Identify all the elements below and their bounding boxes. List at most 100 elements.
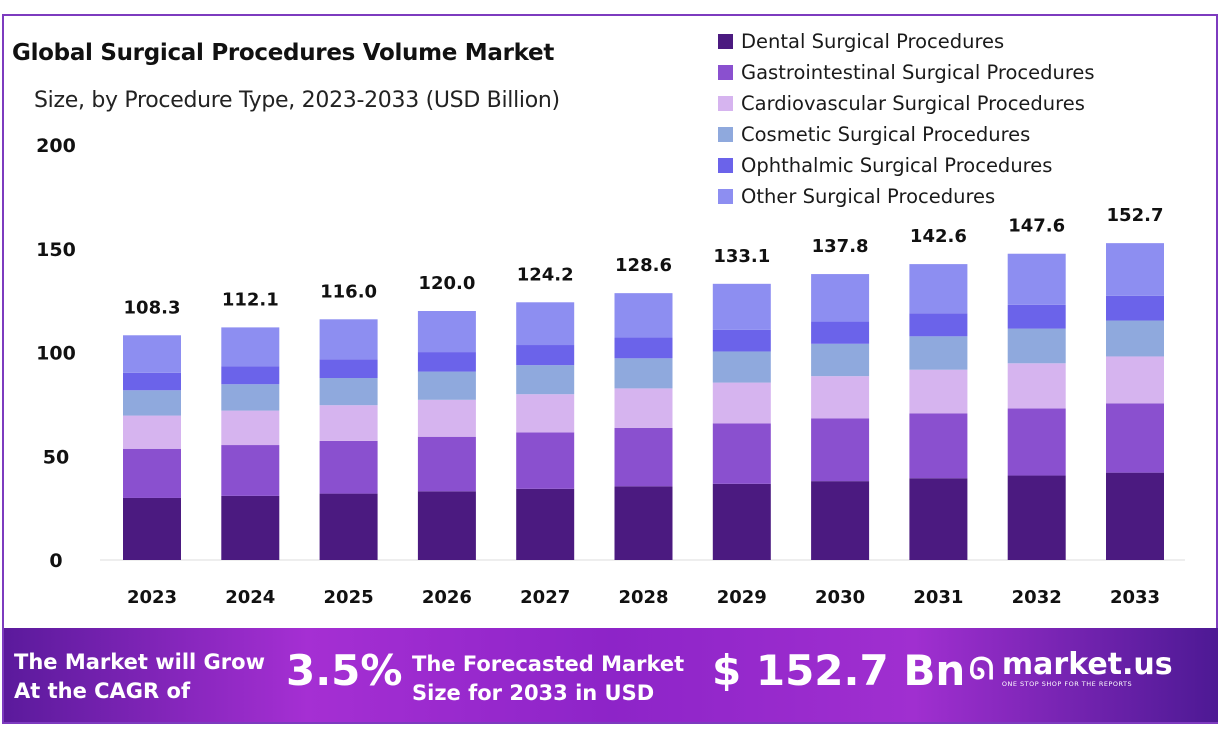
bar-segment-gastrointestinal [1106,403,1164,473]
bar-segment-dental [811,481,870,560]
bar-segment-ophthalmic [811,321,870,344]
bar-segment-gastrointestinal [516,432,575,489]
bar-total-label: 108.3 [124,297,181,318]
x-tick-label: 2031 [913,587,963,608]
legend-swatch [718,96,733,111]
bar-total-label: 120.0 [418,273,475,294]
bar-total-label: 128.6 [615,255,672,276]
bar-segment-ophthalmic [319,359,378,379]
bar-segment-dental [712,483,771,560]
cagr-label-line1: The Market will Grow [14,650,265,674]
logo-mark-icon: ᘏ [969,651,994,687]
forecast-value: $ 152.7 Bn [712,646,966,695]
market-us-logo: ᘏ market.us ONE STOP SHOP FOR THE REPORT… [969,647,1173,689]
bar-segment-other [811,274,870,322]
legend-label: Other Surgical Procedures [741,185,996,208]
bar-segment-gastrointestinal [811,418,870,482]
x-tick-label: 2023 [127,587,177,608]
bar-segment-cardiovascular [417,399,476,437]
bar-segment-ophthalmic [909,313,968,337]
legend-label: Cardiovascular Surgical Procedures [741,92,1085,115]
bar-segment-cosmetic [319,378,378,406]
legend-item: Dental Surgical Procedures [718,26,1095,57]
legend-swatch [718,189,733,204]
bar-segment-ophthalmic [1106,295,1164,321]
bar-segment-cosmetic [811,343,870,377]
bar-segment-ophthalmic [1007,304,1066,329]
bar-segment-cardiovascular [712,382,771,424]
bar-total-label: 152.7 [1107,205,1164,226]
bar-segment-gastrointestinal [221,445,280,496]
forecast-label-line2: Size for 2033 in USD [412,681,655,705]
bar-segment-ophthalmic [221,366,280,385]
bar-total-label: 133.1 [713,246,770,267]
legend-swatch [718,34,733,49]
chart-frame [2,14,1218,724]
logo-tagline: ONE STOP SHOP FOR THE REPORTS [1001,680,1133,688]
bar-segment-dental [417,491,476,560]
legend-item: Gastrointestinal Surgical Procedures [718,57,1095,88]
legend: Dental Surgical Procedures Gastrointestin… [718,26,1095,212]
legend-label: Ophthalmic Surgical Procedures [741,154,1053,177]
x-tick-label: 2027 [520,587,570,608]
forecast-label: The Forecasted Market Size for 2033 in U… [412,650,684,708]
bar-segment-ophthalmic [614,337,673,359]
bar-total-label: 124.2 [517,264,574,285]
bar-segment-other [319,319,378,360]
x-tick-label: 2030 [815,587,865,608]
bar-segment-gastrointestinal [123,448,181,498]
y-tick-label: 100 [36,343,76,365]
legend-label: Cosmetic Surgical Procedures [741,123,1031,146]
legend-swatch [718,65,733,80]
bar-total-label: 137.8 [812,236,869,257]
x-tick-label: 2026 [422,587,472,608]
bar-segment-cardiovascular [221,410,280,446]
bar-segment-cardiovascular [319,405,378,441]
bar-segment-dental [1106,472,1164,560]
bar-segment-cosmetic [1106,320,1164,357]
x-tick-label: 2028 [618,587,668,608]
forecast-label-line1: The Forecasted Market [412,652,685,676]
cagr-value: 3.5% [286,646,403,695]
bar-segment-cardiovascular [909,369,968,414]
x-tick-label: 2032 [1012,587,1062,608]
bar-segment-dental [1007,475,1066,560]
bar-segment-cosmetic [909,336,968,370]
bar-segment-other [417,311,476,353]
bar-segment-other [1007,253,1066,305]
bar-total-label: 116.0 [320,281,377,302]
y-tick-label: 50 [43,446,69,468]
bar-segment-cosmetic [614,358,673,389]
cagr-label-line2: At the CAGR of [14,679,191,703]
legend-label: Dental Surgical Procedures [741,30,1005,53]
bar-segment-ophthalmic [712,329,771,352]
bar-segment-cardiovascular [614,388,673,428]
logo-name: market.us [1001,647,1173,682]
chart-title: Global Surgical Procedures Volume Market [12,40,555,66]
bar-total-label: 112.1 [222,289,279,310]
bar-segment-dental [516,488,575,560]
y-tick-label: 200 [36,135,76,157]
bar-segment-ophthalmic [417,352,476,372]
bar-segment-other [614,293,673,338]
y-tick-label: 0 [49,550,62,572]
bar-segment-other [123,335,181,373]
bar-segment-cosmetic [1007,328,1066,364]
bar-segment-dental [614,486,673,560]
y-tick-label: 150 [36,239,76,261]
bar-segment-cardiovascular [1106,356,1164,404]
bar-segment-ophthalmic [516,345,575,366]
bar-segment-other [909,264,968,314]
cagr-label: The Market will Grow At the CAGR of [14,648,265,706]
bar-segment-cosmetic [221,384,280,411]
bar-segment-gastrointestinal [1007,408,1066,476]
bar-segment-gastrointestinal [712,423,771,484]
bar-segment-gastrointestinal [909,413,968,479]
bar-segment-gastrointestinal [417,436,476,492]
bar-segment-gastrointestinal [319,440,378,494]
x-tick-label: 2033 [1110,587,1160,608]
x-tick-label: 2024 [225,587,275,608]
bar-segment-other [221,327,280,367]
legend-item: Cardiovascular Surgical Procedures [718,88,1095,119]
bar-segment-other [712,283,771,330]
